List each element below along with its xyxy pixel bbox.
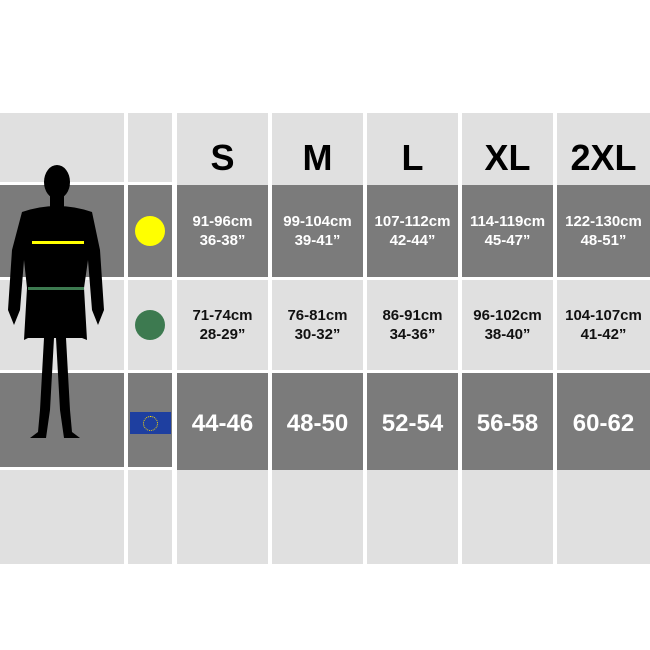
measurement-text: 104-107cm [565,307,642,324]
waist-measurement: 96-102cm 38-40” [462,280,553,370]
size-header: S [177,113,268,192]
eu-size: 44-46 [177,373,268,471]
measurement-text: 86-91cm [382,307,443,324]
measurement-text: 114-119cm [469,213,546,230]
measurement-text: 41-42” [580,326,627,343]
table-cell [0,470,124,564]
eu-size: 56-58 [462,373,553,471]
chest-measurement: 99-104cm 39-41” [272,185,363,277]
chest-measurement: 122-130cm 48-51” [557,185,650,277]
measurement-text: 99-104cm [283,213,352,230]
measurement-text: 48-51” [580,232,627,249]
eu-size: 60-62 [557,373,650,471]
table-cell [272,470,363,564]
measurement-text: 76-81cm [287,307,348,324]
table-cell [177,470,268,564]
table-cell [128,373,172,467]
measurement-text: 122-130cm [565,213,642,230]
measurement-text: 38-40” [484,326,531,343]
yellow-circle-icon [135,216,165,246]
measurement-text: 28-29” [199,326,246,343]
waist-measurement: 71-74cm 28-29” [177,280,268,370]
table-cell [557,470,650,564]
size-header: 2XL [557,113,650,192]
chest-measurement: 114-119cm 45-47” [462,185,553,277]
eu-size: 52-54 [367,373,458,471]
eu-size: 48-50 [272,373,363,471]
measurement-text: 45-47” [484,232,531,249]
chest-measurement: 107-112cm 42-44” [367,185,458,277]
waist-line [28,287,84,290]
measurement-text: 96-102cm [473,307,542,324]
green-circle-icon [135,310,165,340]
measurement-text: 36-38” [199,232,246,249]
measurement-text: 42-44” [389,232,436,249]
table-cell [462,470,553,564]
measurement-text: 39-41” [294,232,341,249]
measurement-text: 30-32” [294,326,341,343]
waist-measurement: 76-81cm 30-32” [272,280,363,370]
size-header: XL [462,113,553,192]
size-header: M [272,113,363,192]
body-silhouette-icon [8,165,104,438]
eu-flag-icon [129,412,171,434]
chest-line [32,241,84,244]
table-cell [128,470,172,564]
measurement-text: 34-36” [389,326,436,343]
measurement-text: 71-74cm [192,307,253,324]
chest-measurement: 91-96cm 36-38” [177,185,268,277]
measurement-text: 91-96cm [192,213,253,230]
waist-measurement: 104-107cm 41-42” [557,280,650,370]
table-cell [128,113,172,182]
waist-measurement: 86-91cm 34-36” [367,280,458,370]
table-cell [128,185,172,277]
size-header: L [367,113,458,192]
table-cell [128,280,172,370]
measurement-text: 107-112cm [374,213,451,230]
table-cell [367,470,458,564]
